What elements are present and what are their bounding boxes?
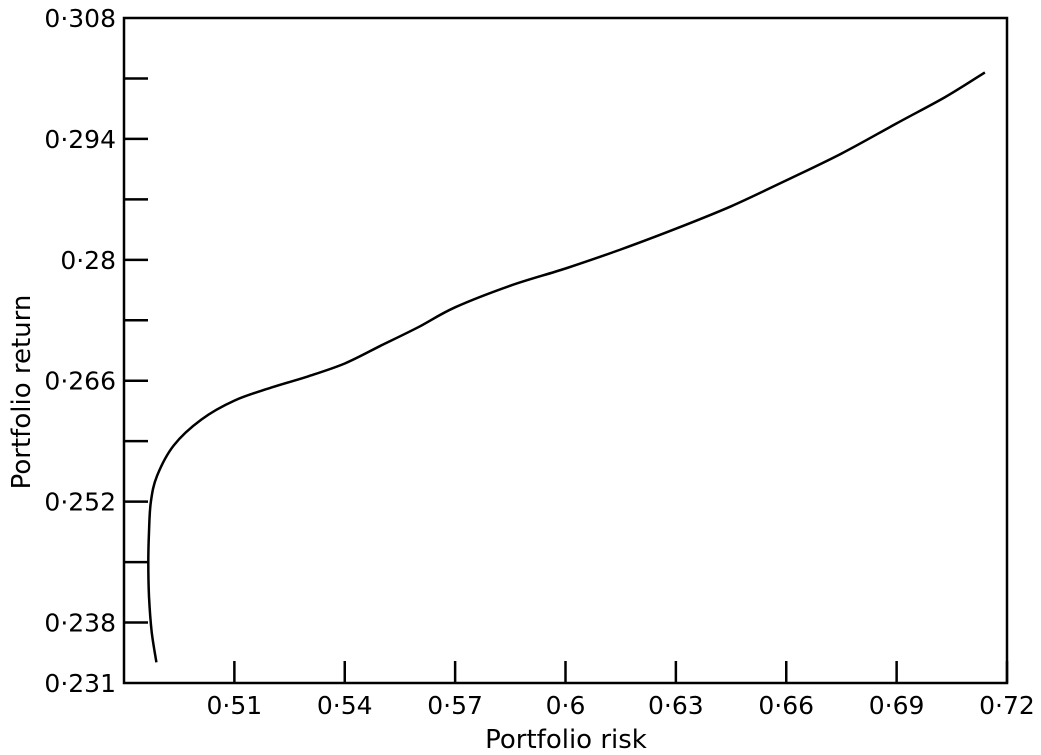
x-tick-label: 0·66 [758, 691, 814, 720]
y-axis-ticks [124, 77, 148, 624]
y-tick-label: 0·231 [44, 669, 116, 698]
plot-frame [122, 16, 1009, 685]
x-tick-label: 0·69 [869, 691, 925, 720]
series-line [147, 71, 986, 663]
x-tick-label: 0·54 [317, 691, 373, 720]
y-axis-tick-labels: 0·231 0·238 0·252 0·266 0·28 0·294 0·308 [44, 4, 116, 698]
y-axis-title: Portfolio return [7, 295, 37, 490]
y-tick-label: 0·252 [44, 488, 116, 517]
y-tick-label: 0·308 [44, 4, 116, 33]
x-axis-tick-labels: 0·51 0·54 0·57 0·6 0·63 0·66 0·69 0·72 [207, 691, 1035, 720]
x-axis-title: Portfolio risk [485, 725, 647, 755]
x-axis-ticks [233, 661, 1009, 683]
x-tick-label: 0·6 [546, 691, 586, 720]
x-tick-label: 0·51 [207, 691, 263, 720]
x-tick-label: 0·72 [979, 691, 1035, 720]
y-tick-label: 0·238 [44, 609, 116, 638]
y-tick-label: 0·294 [44, 125, 116, 154]
y-tick-label: 0·28 [60, 246, 116, 275]
y-tick-label: 0·266 [44, 367, 116, 396]
x-tick-label: 0·63 [648, 691, 704, 720]
x-tick-label: 0·57 [427, 691, 483, 720]
